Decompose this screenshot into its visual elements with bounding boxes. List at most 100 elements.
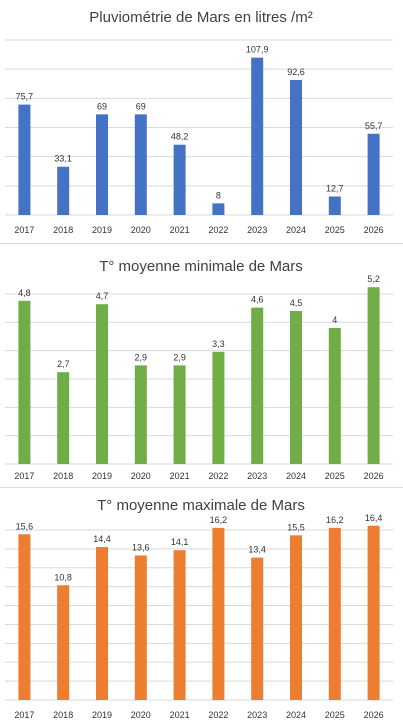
max-temp-bar-2021 bbox=[173, 550, 186, 700]
max-temp-bar-2018 bbox=[57, 585, 70, 700]
min-temp-bar-2020 bbox=[134, 365, 147, 464]
rainfall-bar-2017 bbox=[18, 104, 31, 215]
max-temp-x-tick-label: 2021 bbox=[170, 710, 190, 720]
min-temp-x-tick-label: 2025 bbox=[325, 471, 345, 481]
min-temp-x-tick-label: 2018 bbox=[53, 471, 73, 481]
min-temp-x-tick-label: 2022 bbox=[208, 471, 228, 481]
min-temp-value-label: 4,8 bbox=[18, 288, 31, 298]
max-temp-title: T° moyenne maximale de Mars bbox=[97, 497, 305, 514]
max-temp-value-label: 16,2 bbox=[210, 515, 228, 525]
rainfall-x-tick-label: 2024 bbox=[286, 225, 306, 235]
rainfall-value-label: 92,6 bbox=[287, 67, 305, 77]
rainfall-value-label: 69 bbox=[97, 101, 107, 111]
max-temp-value-label: 15,5 bbox=[287, 522, 305, 532]
max-temp-x-tick-label: 2022 bbox=[208, 710, 228, 720]
max-temp-value-label: 14,1 bbox=[171, 537, 189, 547]
min-temp-chart: T° moyenne minimale de Mars 4,8 2017 2,7 201… bbox=[0, 244, 403, 486]
max-temp-bar-2025 bbox=[328, 527, 341, 700]
max-temp-x-tick-label: 2025 bbox=[325, 710, 345, 720]
rainfall-x-tick-label: 2025 bbox=[325, 225, 345, 235]
max-temp-value-label: 16,4 bbox=[365, 513, 383, 523]
rainfall-bar-2025 bbox=[328, 196, 341, 215]
min-temp-x-tick-label: 2021 bbox=[170, 471, 190, 481]
rainfall-bar-2021 bbox=[173, 144, 186, 215]
max-temp-x-tick-label: 2024 bbox=[286, 710, 306, 720]
min-temp-bar-2017 bbox=[18, 300, 31, 464]
max-temp-value-label: 10,8 bbox=[54, 572, 72, 582]
min-temp-bar-2018 bbox=[57, 372, 70, 464]
rainfall-value-label: 69 bbox=[136, 101, 146, 111]
rainfall-bar-2020 bbox=[134, 114, 147, 215]
min-temp-x-tick-label: 2019 bbox=[92, 471, 112, 481]
rainfall-value-label: 107,9 bbox=[246, 45, 269, 55]
min-temp-x-tick-label: 2024 bbox=[286, 471, 306, 481]
rainfall-value-label: 75,7 bbox=[16, 92, 34, 102]
min-temp-bar-2025 bbox=[328, 328, 341, 464]
min-temp-value-label: 5,2 bbox=[367, 274, 380, 284]
min-temp-value-label: 3,3 bbox=[212, 339, 225, 349]
max-temp-bar-2026 bbox=[367, 525, 380, 700]
rainfall-bar-2022 bbox=[212, 203, 225, 215]
min-temp-value-label: 4,6 bbox=[251, 295, 264, 305]
rainfall-x-tick-label: 2020 bbox=[131, 225, 151, 235]
min-temp-bar-2019 bbox=[96, 304, 108, 464]
max-temp-value-label: 13,6 bbox=[132, 543, 150, 553]
rainfall-x-tick-label: 2022 bbox=[208, 225, 228, 235]
max-temp-bar-2020 bbox=[134, 555, 147, 700]
max-temp-bar-2022 bbox=[212, 527, 225, 700]
min-temp-value-label: 4 bbox=[332, 315, 337, 325]
rainfall-value-label: 8 bbox=[216, 190, 221, 200]
rainfall-x-tick-label: 2026 bbox=[364, 225, 384, 235]
max-temp-x-tick-label: 2019 bbox=[92, 710, 112, 720]
rainfall-x-tick-label: 2021 bbox=[170, 225, 190, 235]
rainfall-value-label: 48,2 bbox=[171, 132, 189, 142]
min-temp-x-tick-label: 2020 bbox=[131, 471, 151, 481]
max-temp-x-tick-label: 2020 bbox=[131, 710, 151, 720]
min-temp-chart-svg: T° moyenne minimale de Mars 4,8 2017 2,7 201… bbox=[5, 258, 393, 481]
min-temp-bar-2022 bbox=[212, 351, 225, 464]
max-temp-x-tick-label: 2023 bbox=[247, 710, 267, 720]
min-temp-value-label: 2,7 bbox=[57, 359, 70, 369]
chart-separator bbox=[0, 487, 403, 488]
max-temp-value-label: 13,4 bbox=[248, 545, 266, 555]
rainfall-bar-2024 bbox=[290, 79, 302, 215]
rainfall-chart-svg: Pluviométrie de Mars en litres /m² 75,7 20… bbox=[5, 9, 393, 235]
max-temp-value-label: 16,2 bbox=[326, 515, 344, 525]
min-temp-value-label: 2,9 bbox=[173, 352, 186, 362]
rainfall-value-label: 55,7 bbox=[365, 121, 383, 131]
rainfall-title: Pluviométrie de Mars en litres /m² bbox=[89, 9, 312, 26]
max-temp-bar-2024 bbox=[290, 535, 302, 700]
rainfall-x-tick-label: 2018 bbox=[53, 225, 73, 235]
max-temp-chart: T° moyenne maximale de Mars 15,6 2017 10,8 2… bbox=[0, 488, 403, 727]
min-temp-bar-2024 bbox=[290, 311, 302, 464]
max-temp-value-label: 15,6 bbox=[16, 521, 34, 531]
max-temp-bar-2017 bbox=[18, 534, 31, 700]
max-temp-bar-2019 bbox=[96, 547, 108, 700]
rainfall-value-label: 33,1 bbox=[54, 154, 72, 164]
min-temp-bar-2021 bbox=[173, 365, 186, 464]
rainfall-chart: Pluviométrie de Mars en litres /m² 75,7 20… bbox=[0, 0, 403, 240]
min-temp-title: T° moyenne minimale de Mars bbox=[99, 258, 303, 275]
rainfall-bar-2018 bbox=[57, 166, 70, 215]
min-temp-x-tick-label: 2023 bbox=[247, 471, 267, 481]
max-temp-bar-2023 bbox=[251, 557, 264, 700]
rainfall-x-tick-label: 2017 bbox=[14, 225, 34, 235]
min-temp-bar-2026 bbox=[367, 287, 380, 464]
max-temp-x-tick-label: 2017 bbox=[14, 710, 34, 720]
rainfall-bar-2019 bbox=[96, 114, 108, 215]
max-temp-value-label: 14,4 bbox=[93, 534, 111, 544]
min-temp-value-label: 4,5 bbox=[290, 298, 303, 308]
max-temp-x-tick-label: 2018 bbox=[53, 710, 73, 720]
rainfall-x-tick-label: 2019 bbox=[92, 225, 112, 235]
min-temp-x-tick-label: 2026 bbox=[364, 471, 384, 481]
chart-separator bbox=[0, 243, 403, 244]
min-temp-bar-2023 bbox=[251, 307, 264, 464]
rainfall-x-tick-label: 2023 bbox=[247, 225, 267, 235]
max-temp-x-tick-label: 2026 bbox=[364, 710, 384, 720]
rainfall-bar-2023 bbox=[251, 57, 264, 216]
min-temp-value-label: 2,9 bbox=[135, 352, 148, 362]
rainfall-value-label: 12,7 bbox=[326, 183, 344, 193]
min-temp-value-label: 4,7 bbox=[96, 291, 109, 301]
rainfall-bar-2026 bbox=[367, 133, 380, 215]
min-temp-x-tick-label: 2017 bbox=[14, 471, 34, 481]
